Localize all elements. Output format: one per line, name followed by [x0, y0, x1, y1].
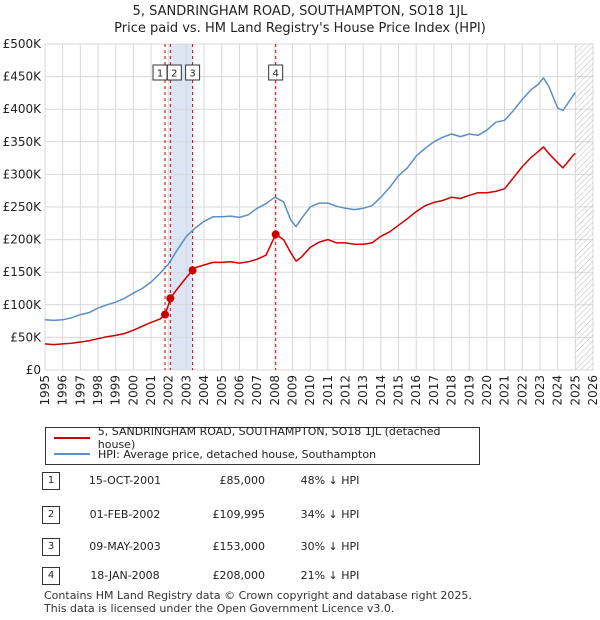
x-tick-label: 2012: [339, 375, 353, 406]
x-tick-label: 2026: [586, 375, 600, 406]
transaction-badge: 2: [42, 506, 60, 524]
x-tick-label: 2017: [427, 375, 441, 406]
x-tick-label: 2024: [551, 375, 565, 406]
y-tick-label: £400K: [3, 102, 43, 116]
x-tick-label: 2009: [285, 375, 299, 406]
transaction-date: 18-JAN-2008: [90, 569, 160, 582]
x-tick-label: 2020: [480, 375, 494, 406]
x-tick-label: 2015: [392, 375, 406, 406]
property-price-line: [44, 146, 576, 346]
legend-item-property: 5, SANDRINGHAM ROAD, SOUTHAMPTON, SO18 1…: [54, 425, 479, 451]
x-tick-label: 1997: [73, 375, 87, 406]
attribution-line-2: This data is licensed under the Open Gov…: [44, 602, 395, 615]
transaction-hpi-diff: 21% ↓ HPI: [300, 569, 360, 582]
transaction-price: £208,000: [212, 569, 266, 582]
transaction-label: 4: [273, 69, 279, 80]
chart-legend: 5, SANDRINGHAM ROAD, SOUTHAMPTON, SO18 1…: [45, 425, 480, 465]
x-tick-label: 2023: [533, 375, 547, 406]
transaction-badge: 3: [42, 538, 60, 556]
chart-title: 5, SANDRINGHAM ROAD, SOUTHAMPTON, SO18 1…: [132, 4, 468, 19]
transaction-label-box: [166, 64, 182, 81]
sale-point: [166, 294, 175, 303]
table-row: 3 09-MAY-2003 £153,000 30% ↓ HPI: [40, 538, 460, 558]
transaction-label: 1: [157, 69, 163, 80]
transaction-date: 09-MAY-2003: [89, 540, 161, 553]
sale-point: [161, 310, 170, 319]
transaction-label-box: [268, 64, 284, 81]
future-hatch-region: [575, 44, 593, 370]
chart-subtitle: Price paid vs. HM Land Registry's House …: [114, 21, 486, 36]
attribution-line-1: Contains HM Land Registry data © Crown c…: [44, 589, 472, 602]
x-tick-label: 2007: [250, 375, 264, 406]
legend-label-hpi: HPI: Average price, detached house, Sout…: [98, 447, 377, 461]
table-row: 2 01-FEB-2002 £109,995 34% ↓ HPI: [40, 506, 460, 526]
x-tick-label: 1996: [56, 375, 70, 406]
y-tick-label: £100K: [3, 298, 43, 312]
hpi-line: [44, 77, 576, 322]
x-tick-label: 2019: [462, 375, 476, 406]
y-tick-label: £250K: [3, 200, 43, 214]
y-tick-label: £500K: [3, 37, 43, 51]
x-tick-label: 2022: [515, 375, 529, 406]
legend-swatch-property: [54, 437, 90, 439]
transaction-date: 01-FEB-2002: [89, 508, 161, 521]
transaction-badge: 4: [42, 567, 60, 585]
transaction-label-box: [185, 64, 201, 81]
x-tick-label: 2006: [232, 375, 246, 406]
transaction-hpi-diff: 30% ↓ HPI: [300, 540, 360, 553]
transaction-price: £109,995: [212, 508, 266, 521]
transaction-hpi-diff: 34% ↓ HPI: [300, 508, 360, 521]
x-tick-label: 2011: [321, 375, 335, 406]
x-tick-label: 2000: [126, 375, 140, 406]
x-tick-label: 1995: [38, 375, 52, 406]
x-tick-label: 2001: [144, 375, 158, 406]
transaction-price: £153,000: [212, 540, 266, 553]
table-row: 4 18-JAN-2008 £208,000 21% ↓ HPI: [40, 567, 460, 587]
transaction-badge: 1: [42, 472, 60, 490]
x-tick-label: 2021: [498, 375, 512, 406]
sale-point: [271, 230, 280, 239]
x-tick-label: 2025: [568, 375, 582, 406]
y-tick-label: £450K: [3, 70, 43, 84]
x-tick-label: 1998: [91, 375, 105, 406]
x-tick-label: 2014: [374, 375, 388, 406]
y-tick-label: £0: [26, 363, 41, 377]
transaction-label: 2: [171, 69, 177, 80]
y-tick-label: £50K: [10, 330, 42, 344]
x-tick-label: 2016: [409, 375, 423, 406]
transaction-price: £85,000: [219, 474, 266, 487]
y-tick-label: £200K: [3, 233, 43, 247]
attribution: Contains HM Land Registry data © Crown c…: [44, 589, 472, 615]
legend-label-property: 5, SANDRINGHAM ROAD, SOUTHAMPTON, SO18 1…: [97, 425, 441, 451]
transaction-hpi-diff: 48% ↓ HPI: [300, 474, 360, 487]
transaction-label: 3: [189, 69, 195, 80]
y-tick-label: £300K: [3, 167, 43, 181]
legend-swatch-hpi: [54, 453, 90, 455]
x-tick-label: 2003: [179, 375, 193, 406]
legend-item-hpi: HPI: Average price, detached house, Sout…: [54, 446, 376, 462]
x-tick-label: 2008: [268, 375, 282, 406]
x-tick-label: 2013: [356, 375, 370, 406]
transaction-date: 15-OCT-2001: [88, 474, 162, 487]
y-tick-label: £150K: [3, 265, 43, 279]
y-tick-label: £350K: [3, 135, 43, 149]
sale-point: [188, 266, 197, 275]
x-tick-label: 2004: [197, 375, 211, 406]
x-tick-label: 1999: [109, 375, 123, 406]
x-tick-label: 2002: [162, 375, 176, 406]
table-row: 1 15-OCT-2001 £85,000 48% ↓ HPI: [40, 472, 460, 492]
x-tick-label: 2005: [215, 375, 229, 406]
x-tick-label: 2018: [445, 375, 459, 406]
x-tick-label: 2010: [303, 375, 317, 406]
